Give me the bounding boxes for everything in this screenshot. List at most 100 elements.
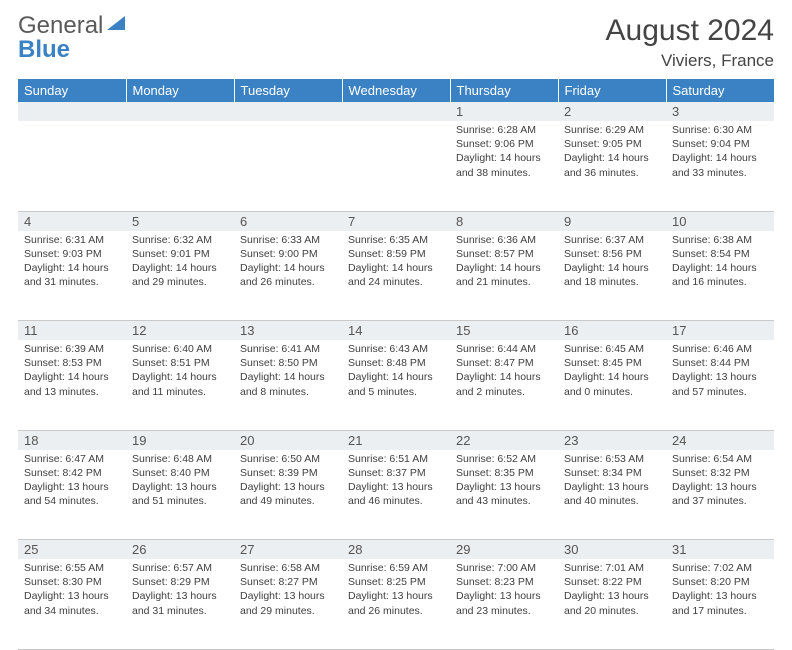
day-content: Sunrise: 6:39 AMSunset: 8:53 PMDaylight:… (18, 340, 126, 403)
day-cell-num: 15 (450, 321, 558, 341)
day-cell-num: 4 (18, 211, 126, 231)
day-content: Sunrise: 6:59 AMSunset: 8:25 PMDaylight:… (342, 559, 450, 622)
day-cell-num: 25 (18, 540, 126, 560)
day-content: Sunrise: 6:35 AMSunset: 8:59 PMDaylight:… (342, 231, 450, 294)
day-number: 29 (450, 540, 558, 559)
day-content-row: Sunrise: 6:47 AMSunset: 8:42 PMDaylight:… (18, 450, 774, 540)
day-content: Sunrise: 6:44 AMSunset: 8:47 PMDaylight:… (450, 340, 558, 403)
logo-part1: General (18, 12, 103, 39)
day-cell-num: 30 (558, 540, 666, 560)
day-cell: Sunrise: 6:41 AMSunset: 8:50 PMDaylight:… (234, 340, 342, 430)
day-cell: Sunrise: 6:54 AMSunset: 8:32 PMDaylight:… (666, 450, 774, 540)
sunrise-text: Sunrise: 6:59 AM (348, 561, 444, 575)
sunset-text: Sunset: 8:30 PM (24, 575, 120, 589)
day-number: 4 (18, 212, 126, 231)
day-cell-num: 5 (126, 211, 234, 231)
sunrise-text: Sunrise: 6:30 AM (672, 123, 768, 137)
day-cell: Sunrise: 6:40 AMSunset: 8:51 PMDaylight:… (126, 340, 234, 430)
daylight-text: Daylight: 13 hours and 26 minutes. (348, 589, 444, 617)
day-cell-num: 13 (234, 321, 342, 341)
weekday-header: Wednesday (342, 79, 450, 102)
day-number: 11 (18, 321, 126, 340)
daylight-text: Daylight: 13 hours and 51 minutes. (132, 480, 228, 508)
day-cell-num (234, 102, 342, 121)
day-cell-num: 23 (558, 430, 666, 450)
sunrise-text: Sunrise: 6:29 AM (564, 123, 660, 137)
sunrise-text: Sunrise: 6:28 AM (456, 123, 552, 137)
header: General Blue August 2024 Viviers, France (18, 14, 774, 71)
daynum-row: 45678910 (18, 211, 774, 231)
sunset-text: Sunset: 9:01 PM (132, 247, 228, 261)
daylight-text: Daylight: 13 hours and 49 minutes. (240, 480, 336, 508)
daylight-text: Daylight: 13 hours and 34 minutes. (24, 589, 120, 617)
daylight-text: Daylight: 13 hours and 57 minutes. (672, 370, 768, 398)
day-cell (18, 121, 126, 211)
day-content: Sunrise: 6:48 AMSunset: 8:40 PMDaylight:… (126, 450, 234, 513)
day-cell: Sunrise: 6:43 AMSunset: 8:48 PMDaylight:… (342, 340, 450, 430)
day-cell: Sunrise: 6:36 AMSunset: 8:57 PMDaylight:… (450, 231, 558, 321)
day-cell-num: 6 (234, 211, 342, 231)
logo-triangle-icon (107, 16, 125, 30)
day-cell: Sunrise: 6:46 AMSunset: 8:44 PMDaylight:… (666, 340, 774, 430)
sunrise-text: Sunrise: 6:41 AM (240, 342, 336, 356)
daylight-text: Daylight: 14 hours and 29 minutes. (132, 261, 228, 289)
day-content: Sunrise: 6:41 AMSunset: 8:50 PMDaylight:… (234, 340, 342, 403)
day-cell: Sunrise: 6:28 AMSunset: 9:06 PMDaylight:… (450, 121, 558, 211)
daylight-text: Daylight: 13 hours and 17 minutes. (672, 589, 768, 617)
day-number (234, 102, 342, 121)
day-number: 26 (126, 540, 234, 559)
weekday-header: Thursday (450, 79, 558, 102)
weekday-header-row: Sunday Monday Tuesday Wednesday Thursday… (18, 79, 774, 102)
day-content: Sunrise: 6:45 AMSunset: 8:45 PMDaylight:… (558, 340, 666, 403)
day-cell-num: 16 (558, 321, 666, 341)
page-title: August 2024 (606, 14, 774, 47)
day-number: 17 (666, 321, 774, 340)
sunrise-text: Sunrise: 7:02 AM (672, 561, 768, 575)
sunset-text: Sunset: 8:47 PM (456, 356, 552, 370)
day-cell-num: 21 (342, 430, 450, 450)
day-number: 6 (234, 212, 342, 231)
daylight-text: Daylight: 13 hours and 23 minutes. (456, 589, 552, 617)
sunrise-text: Sunrise: 6:53 AM (564, 452, 660, 466)
day-content: Sunrise: 6:52 AMSunset: 8:35 PMDaylight:… (450, 450, 558, 513)
sunrise-text: Sunrise: 6:50 AM (240, 452, 336, 466)
day-number: 28 (342, 540, 450, 559)
day-content: Sunrise: 6:40 AMSunset: 8:51 PMDaylight:… (126, 340, 234, 403)
sunrise-text: Sunrise: 6:55 AM (24, 561, 120, 575)
calendar-table: Sunday Monday Tuesday Wednesday Thursday… (18, 79, 774, 650)
day-content: Sunrise: 7:02 AMSunset: 8:20 PMDaylight:… (666, 559, 774, 622)
daylight-text: Daylight: 13 hours and 29 minutes. (240, 589, 336, 617)
day-content (234, 121, 342, 127)
sunset-text: Sunset: 8:57 PM (456, 247, 552, 261)
day-number: 16 (558, 321, 666, 340)
day-content (126, 121, 234, 127)
daylight-text: Daylight: 14 hours and 38 minutes. (456, 151, 552, 179)
sunrise-text: Sunrise: 6:54 AM (672, 452, 768, 466)
day-content: Sunrise: 6:47 AMSunset: 8:42 PMDaylight:… (18, 450, 126, 513)
calendar-body: 123Sunrise: 6:28 AMSunset: 9:06 PMDaylig… (18, 102, 774, 649)
daylight-text: Daylight: 14 hours and 26 minutes. (240, 261, 336, 289)
daylight-text: Daylight: 14 hours and 33 minutes. (672, 151, 768, 179)
sunset-text: Sunset: 8:34 PM (564, 466, 660, 480)
sunset-text: Sunset: 8:40 PM (132, 466, 228, 480)
day-content: Sunrise: 6:36 AMSunset: 8:57 PMDaylight:… (450, 231, 558, 294)
sunset-text: Sunset: 8:25 PM (348, 575, 444, 589)
day-cell-num: 11 (18, 321, 126, 341)
day-content (18, 121, 126, 127)
day-content (342, 121, 450, 127)
day-content: Sunrise: 6:38 AMSunset: 8:54 PMDaylight:… (666, 231, 774, 294)
sunset-text: Sunset: 8:54 PM (672, 247, 768, 261)
day-content-row: Sunrise: 6:39 AMSunset: 8:53 PMDaylight:… (18, 340, 774, 430)
day-cell: Sunrise: 6:30 AMSunset: 9:04 PMDaylight:… (666, 121, 774, 211)
day-number: 30 (558, 540, 666, 559)
weekday-header: Monday (126, 79, 234, 102)
daylight-text: Daylight: 13 hours and 46 minutes. (348, 480, 444, 508)
sunrise-text: Sunrise: 7:00 AM (456, 561, 552, 575)
day-cell-num: 18 (18, 430, 126, 450)
day-cell: Sunrise: 6:31 AMSunset: 9:03 PMDaylight:… (18, 231, 126, 321)
daylight-text: Daylight: 14 hours and 5 minutes. (348, 370, 444, 398)
day-cell-num: 7 (342, 211, 450, 231)
day-content: Sunrise: 6:29 AMSunset: 9:05 PMDaylight:… (558, 121, 666, 184)
day-cell-num: 31 (666, 540, 774, 560)
day-content: Sunrise: 6:32 AMSunset: 9:01 PMDaylight:… (126, 231, 234, 294)
